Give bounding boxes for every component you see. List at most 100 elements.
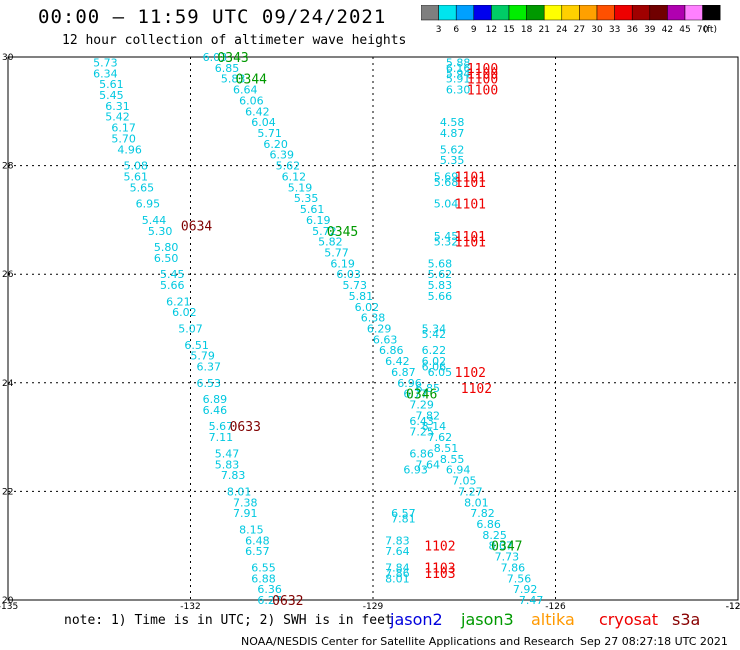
wave-height-value: 6.64 bbox=[233, 84, 258, 97]
wave-height-value: 6.51 bbox=[184, 339, 209, 352]
wave-height-value: 8.01 bbox=[464, 496, 489, 509]
wave-height-value: 6.16 bbox=[446, 62, 471, 75]
generated-timestamp: Sep 27 08:27:18 UTC 2021 bbox=[580, 635, 728, 648]
latitude-tick-label: 26 bbox=[2, 270, 14, 280]
track-time-label: 1103 bbox=[424, 567, 455, 582]
wave-height-value: 6.19 bbox=[306, 214, 331, 227]
wave-height-value: 6.02 bbox=[355, 301, 380, 314]
track-time-label: 0632 bbox=[272, 594, 303, 609]
wave-height-value: 5.77 bbox=[324, 246, 349, 259]
wave-height-value: 7.82 bbox=[470, 507, 495, 520]
wave-height-value: 7.82 bbox=[416, 409, 441, 422]
wave-height-value: 6.03 bbox=[336, 268, 361, 281]
wave-height-value: 7.84 bbox=[385, 561, 410, 574]
track-time-label: 1100 bbox=[467, 84, 498, 99]
wave-height-value: 7.91 bbox=[233, 507, 258, 520]
colorbar-tick-label: 70 bbox=[697, 25, 709, 35]
track-time-label: 1103 bbox=[424, 561, 455, 576]
wave-height-value: 6.53 bbox=[197, 377, 222, 390]
colorbar-tick-label: 30 bbox=[591, 25, 603, 35]
track-time-label: 1100 bbox=[467, 73, 498, 88]
wave-height-value: 6.19 bbox=[330, 257, 355, 270]
wave-height-value: 5.72 bbox=[312, 225, 337, 238]
wave-height-value: 5.80 bbox=[154, 241, 179, 254]
wave-height-value: 5.45 bbox=[99, 89, 124, 102]
wave-height-value: 5.32 bbox=[434, 236, 459, 249]
wave-height-value: 6.89 bbox=[203, 393, 228, 406]
wave-height-value: 6.48 bbox=[245, 534, 270, 547]
colorbar-swatch bbox=[702, 5, 721, 21]
wave-height-value: 5.07 bbox=[178, 323, 203, 336]
wave-height-value: 6.02 bbox=[172, 306, 197, 319]
wave-height-value: 5.45 bbox=[160, 268, 185, 281]
wave-height-value: 7.64 bbox=[416, 458, 441, 471]
wave-height-value: 4.96 bbox=[117, 143, 142, 156]
page-subtitle: 12 hour collection of altimeter wave hei… bbox=[62, 33, 407, 48]
wave-height-value: 8.14 bbox=[422, 420, 447, 433]
wave-height-value: 6.38 bbox=[361, 312, 386, 325]
track-time-label: 1101 bbox=[455, 198, 486, 213]
colorbar-tick-label: 45 bbox=[679, 25, 690, 35]
wave-height-value: 6.88 bbox=[251, 572, 276, 585]
wave-height-value: 5.81 bbox=[349, 290, 374, 303]
colorbar-tick-label: 42 bbox=[662, 25, 673, 35]
track-time-label: 1100 bbox=[467, 67, 498, 82]
track-time-label: 0346 bbox=[406, 388, 437, 403]
wave-height-value: 6.63 bbox=[373, 333, 398, 346]
track-time-label: 1102 bbox=[424, 540, 455, 555]
wave-height-value: 5.61 bbox=[300, 203, 325, 216]
wave-height-value: 7.83 bbox=[385, 534, 410, 547]
longitude-tick-label: -129 bbox=[363, 602, 384, 610]
legend-s3a: s3a bbox=[672, 610, 701, 629]
wave-height-value: 5.83 bbox=[221, 73, 246, 86]
wave-height-value: 6.39 bbox=[270, 149, 295, 162]
wave-height-value: 7.81 bbox=[391, 513, 416, 526]
track-time-label: 1102 bbox=[455, 366, 486, 381]
wave-height-value: 7.47 bbox=[519, 594, 544, 607]
wave-height-value: 7.62 bbox=[428, 431, 453, 444]
wave-height-value: 5.61 bbox=[99, 78, 124, 91]
wave-height-value: 7.38 bbox=[233, 496, 258, 509]
wave-height-value: 6.37 bbox=[197, 361, 222, 374]
wave-height-value: 5.73 bbox=[343, 279, 368, 292]
wave-height-value: 7.11 bbox=[209, 431, 234, 444]
wave-height-value: 5.61 bbox=[124, 170, 149, 183]
colorbar-tick-label: 6 bbox=[453, 25, 459, 35]
axis-labels: -135 -132 -129 -126 -123-120 30 28 26 24 22 20 bbox=[0, 53, 740, 610]
colorbar-tick-label: 33 bbox=[609, 25, 620, 35]
wave-height-value: 8.25 bbox=[482, 529, 507, 542]
wave-height-value: 6.46 bbox=[203, 404, 228, 417]
wave-height-value: 5.67 bbox=[209, 420, 234, 433]
wave-height-value: 5.83 bbox=[215, 458, 240, 471]
wave-height-value: 6.96 bbox=[397, 377, 422, 390]
wave-height-value: 8.07 bbox=[489, 540, 514, 553]
track-time-label: 1102 bbox=[461, 382, 492, 397]
wave-height-value: 6.30 bbox=[446, 84, 471, 97]
wave-height-value: 6.03 bbox=[203, 51, 228, 64]
wave-height-value: 6.94 bbox=[446, 464, 471, 477]
wave-height-value: 7.64 bbox=[385, 545, 410, 558]
wave-height-value: 4.58 bbox=[440, 116, 465, 129]
wave-height-value: 5.88 bbox=[446, 56, 471, 69]
wave-height-value: 6.86 bbox=[409, 447, 434, 460]
colorbar-tick-label: 36 bbox=[626, 25, 638, 35]
credit-text: NOAA/NESDIS Center for Satellite Applica… bbox=[241, 635, 575, 648]
longitude-tick-label: -120 bbox=[726, 602, 740, 610]
colorbar-tick-label: 39 bbox=[644, 25, 656, 35]
wave-height-value: 7.29 bbox=[409, 399, 434, 412]
legend-altika: altika bbox=[531, 610, 575, 629]
wave-height-value: 6.87 bbox=[391, 366, 416, 379]
map-plot[interactable]: -135 -132 -129 -126 -123-120 30 28 26 24 22 20 5.7… bbox=[0, 0, 740, 610]
colorbar-unit: (ft) bbox=[703, 25, 717, 35]
colorbar-tick-label: 18 bbox=[521, 25, 533, 35]
note-text: note: 1) Time is in UTC; 2) SWH is in fe… bbox=[64, 613, 393, 628]
wave-height-value: 5.47 bbox=[215, 447, 240, 460]
longitude-tick-label: -123 bbox=[726, 602, 740, 610]
track-time-label: 0347 bbox=[491, 540, 522, 555]
wave-height-value: 5.62 bbox=[428, 268, 453, 281]
track-time-label: 0343 bbox=[217, 51, 248, 66]
wave-height-points: 5.736.345.615.456.315.426.175.704.965.08… bbox=[93, 51, 543, 607]
wave-height-value: 6.06 bbox=[239, 94, 264, 107]
wave-height-value: 6.17 bbox=[111, 122, 136, 135]
wave-height-value: 5.66 bbox=[428, 290, 453, 303]
